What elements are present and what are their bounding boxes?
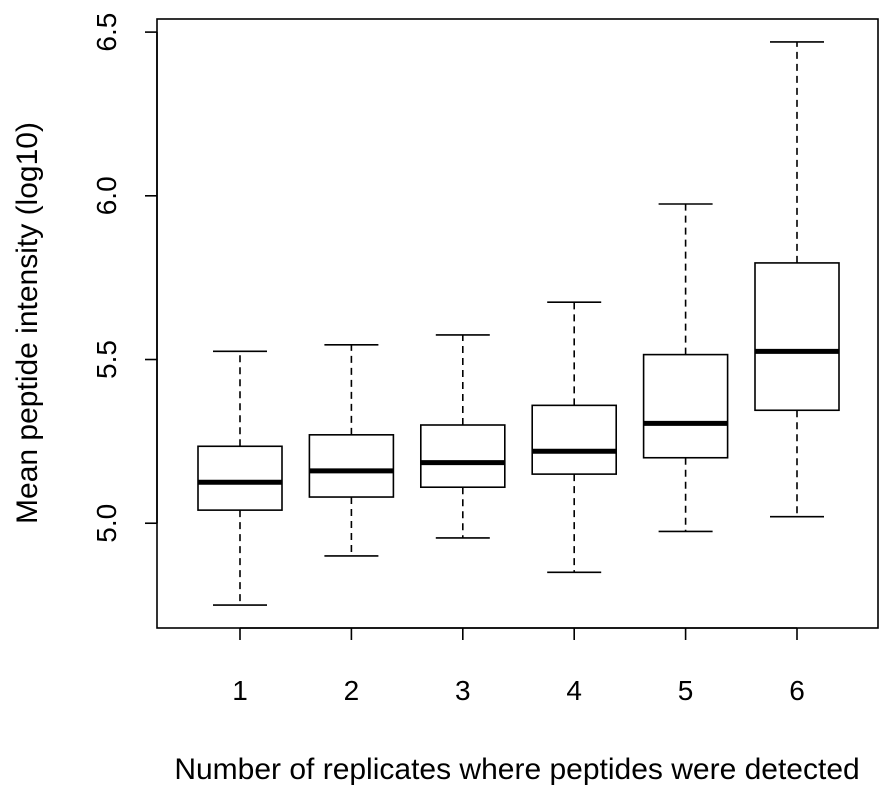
x-tick-label: 4 [566,675,582,706]
x-tick-label: 3 [455,675,471,706]
x-tick-label: 5 [678,675,694,706]
x-axis-label: Number of replicates where peptides were… [174,753,859,786]
box-iqr [419,424,506,489]
box-iqr [642,353,729,459]
y-tick-label: 5.5 [91,340,122,379]
box-group-3 [419,334,506,539]
boxes-layer [197,41,840,606]
box-iqr [197,445,283,511]
y-tick-label: 6.0 [91,176,122,215]
box-group-4 [531,301,618,574]
y-tick-label: 5.0 [91,504,122,543]
box-group-5 [642,203,729,533]
box-group-6 [754,41,840,518]
y-tick-label: 6.5 [91,13,122,52]
box-iqr [754,262,840,412]
box-group-1 [197,350,283,606]
y-axis-label: Mean peptide intensity (log10) [11,122,44,524]
x-axis: 1 2 3 4 5 6 [232,627,805,706]
y-axis: 5.0 5.5 6.0 6.5 [91,13,158,543]
box-group-2 [308,343,395,557]
x-tick-label: 1 [232,675,248,706]
box-iqr [308,434,395,498]
x-tick-label: 6 [789,675,805,706]
x-tick-label: 2 [344,675,360,706]
box-iqr [531,404,618,475]
